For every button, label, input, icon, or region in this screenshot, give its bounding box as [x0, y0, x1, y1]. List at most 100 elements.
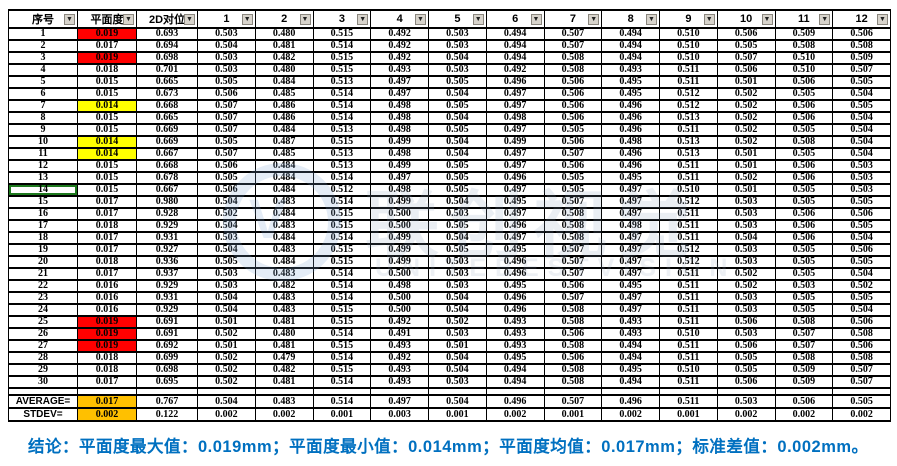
cell[interactable]: 0.507 [197, 147, 256, 161]
cell[interactable]: 0.502 [197, 327, 256, 341]
cell[interactable]: 0.497 [601, 267, 660, 281]
cell[interactable]: 0.497 [485, 231, 545, 245]
cell[interactable]: 0.506 [832, 339, 891, 353]
cell[interactable]: 0.508 [774, 351, 834, 365]
cell[interactable]: 0.507 [197, 99, 256, 113]
cell[interactable]: 0.503 [197, 267, 256, 281]
filter-dropdown-icon[interactable]: ▼ [299, 14, 311, 25]
empty-cell[interactable] [77, 387, 137, 396]
seq-cell[interactable]: 1 [8, 27, 78, 41]
cell[interactable]: 0.507 [774, 327, 834, 341]
cell[interactable]: 0.504 [428, 363, 487, 377]
cell[interactable]: 0.493 [485, 315, 545, 329]
cell[interactable]: 0.505 [774, 87, 834, 101]
cell[interactable]: 0.495 [601, 87, 660, 101]
cell[interactable]: 0.503 [716, 303, 776, 317]
cell[interactable]: 0.496 [485, 291, 545, 305]
cell[interactable]: 0.483 [254, 303, 314, 317]
cell[interactable]: 0.496 [485, 303, 545, 317]
cell[interactable]: 0.695 [136, 375, 198, 389]
cell[interactable]: 0.514 [312, 111, 372, 125]
cell[interactable]: 0.497 [370, 75, 429, 89]
cell[interactable]: 0.502 [716, 123, 776, 137]
cell[interactable]: 0.505 [832, 255, 891, 269]
cell[interactable]: 0.504 [428, 291, 487, 305]
cell[interactable]: 0.495 [601, 279, 660, 293]
cell[interactable]: 0.503 [716, 255, 776, 269]
flatness-cell[interactable]: 0.019 [77, 327, 137, 341]
cell[interactable]: 0.505 [428, 75, 487, 89]
cell[interactable]: 0.494 [601, 27, 660, 41]
cell[interactable]: 0.503 [197, 63, 256, 77]
flatness-cell[interactable]: 0.014 [77, 147, 137, 161]
filter-dropdown-icon[interactable]: ▼ [472, 14, 484, 25]
cell[interactable]: 0.491 [370, 327, 429, 341]
cell[interactable]: 0.504 [197, 195, 256, 209]
cell[interactable]: 0.510 [659, 363, 718, 377]
cell[interactable]: 0.496 [485, 394, 545, 409]
column-header-7[interactable]: 7 ▼ [543, 9, 603, 29]
seq-cell[interactable]: 28 [8, 351, 78, 365]
cell[interactable]: 0.506 [832, 27, 891, 41]
cell[interactable]: 0.495 [485, 279, 545, 293]
cell[interactable]: 0.511 [659, 291, 718, 305]
flatness-cell[interactable]: 0.016 [77, 303, 137, 317]
cell[interactable]: 0.667 [136, 183, 198, 197]
cell[interactable]: 0.506 [774, 207, 834, 221]
cell[interactable]: 0.487 [254, 135, 314, 149]
cell[interactable]: 0.505 [832, 291, 891, 305]
cell[interactable]: 0.494 [601, 339, 660, 353]
cell[interactable]: 0.001 [428, 407, 487, 422]
cell[interactable]: 0.513 [312, 147, 372, 161]
cell[interactable]: 0.507 [197, 123, 256, 137]
cell[interactable]: 0.497 [601, 255, 660, 269]
flatness-cell[interactable]: 0.016 [77, 291, 137, 305]
cell[interactable]: 0.503 [832, 171, 891, 185]
cell[interactable]: 0.497 [601, 291, 660, 305]
cell[interactable]: 0.506 [774, 75, 834, 89]
cell[interactable]: 0.512 [659, 243, 718, 257]
cell[interactable]: 0.511 [659, 267, 718, 281]
cell[interactable]: 0.493 [601, 315, 660, 329]
cell[interactable]: 0.673 [136, 87, 198, 101]
cell[interactable]: 0.512 [659, 195, 718, 209]
cell[interactable]: 0.480 [254, 27, 314, 41]
cell[interactable]: 0.503 [428, 63, 487, 77]
cell[interactable]: 0.494 [485, 363, 545, 377]
cell[interactable]: 0.002 [716, 407, 776, 422]
cell[interactable]: 0.514 [312, 39, 372, 53]
cell[interactable]: 0.506 [716, 63, 776, 77]
cell[interactable]: 0.514 [312, 195, 372, 209]
cell[interactable]: 0.506 [543, 135, 603, 149]
seq-cell[interactable]: 7 [8, 99, 78, 113]
cell[interactable]: 0.505 [197, 135, 256, 149]
cell[interactable]: 0.515 [312, 27, 372, 41]
empty-cell[interactable] [485, 387, 545, 396]
cell[interactable]: 0.513 [312, 159, 372, 173]
column-header-10[interactable]: 10 ▼ [716, 9, 776, 29]
cell[interactable]: 0.502 [832, 279, 891, 293]
cell[interactable]: 0.502 [716, 135, 776, 149]
cell[interactable]: 0.503 [428, 267, 487, 281]
cell[interactable]: 0.508 [543, 231, 603, 245]
cell[interactable]: 0.504 [428, 231, 487, 245]
cell[interactable]: 0.496 [601, 99, 660, 113]
cell[interactable]: 0.496 [485, 255, 545, 269]
cell[interactable]: 0.508 [543, 207, 603, 221]
cell[interactable]: 0.665 [136, 75, 198, 89]
seq-cell[interactable]: 29 [8, 363, 78, 377]
cell[interactable]: 0.502 [197, 351, 256, 365]
cell[interactable]: 0.508 [832, 39, 891, 53]
cell[interactable]: 0.505 [716, 363, 776, 377]
cell[interactable]: 0.501 [716, 183, 776, 197]
cell[interactable]: 0.509 [774, 27, 834, 41]
cell[interactable]: 0.506 [197, 87, 256, 101]
cell[interactable]: 0.494 [601, 39, 660, 53]
cell[interactable]: 0.505 [428, 243, 487, 257]
cell[interactable]: 0.502 [716, 171, 776, 185]
cell[interactable]: 0.501 [428, 339, 487, 353]
cell[interactable]: 0.515 [312, 63, 372, 77]
cell[interactable]: 0.928 [136, 207, 198, 221]
cell[interactable]: 0.508 [543, 219, 603, 233]
cell[interactable]: 0.508 [543, 375, 603, 389]
